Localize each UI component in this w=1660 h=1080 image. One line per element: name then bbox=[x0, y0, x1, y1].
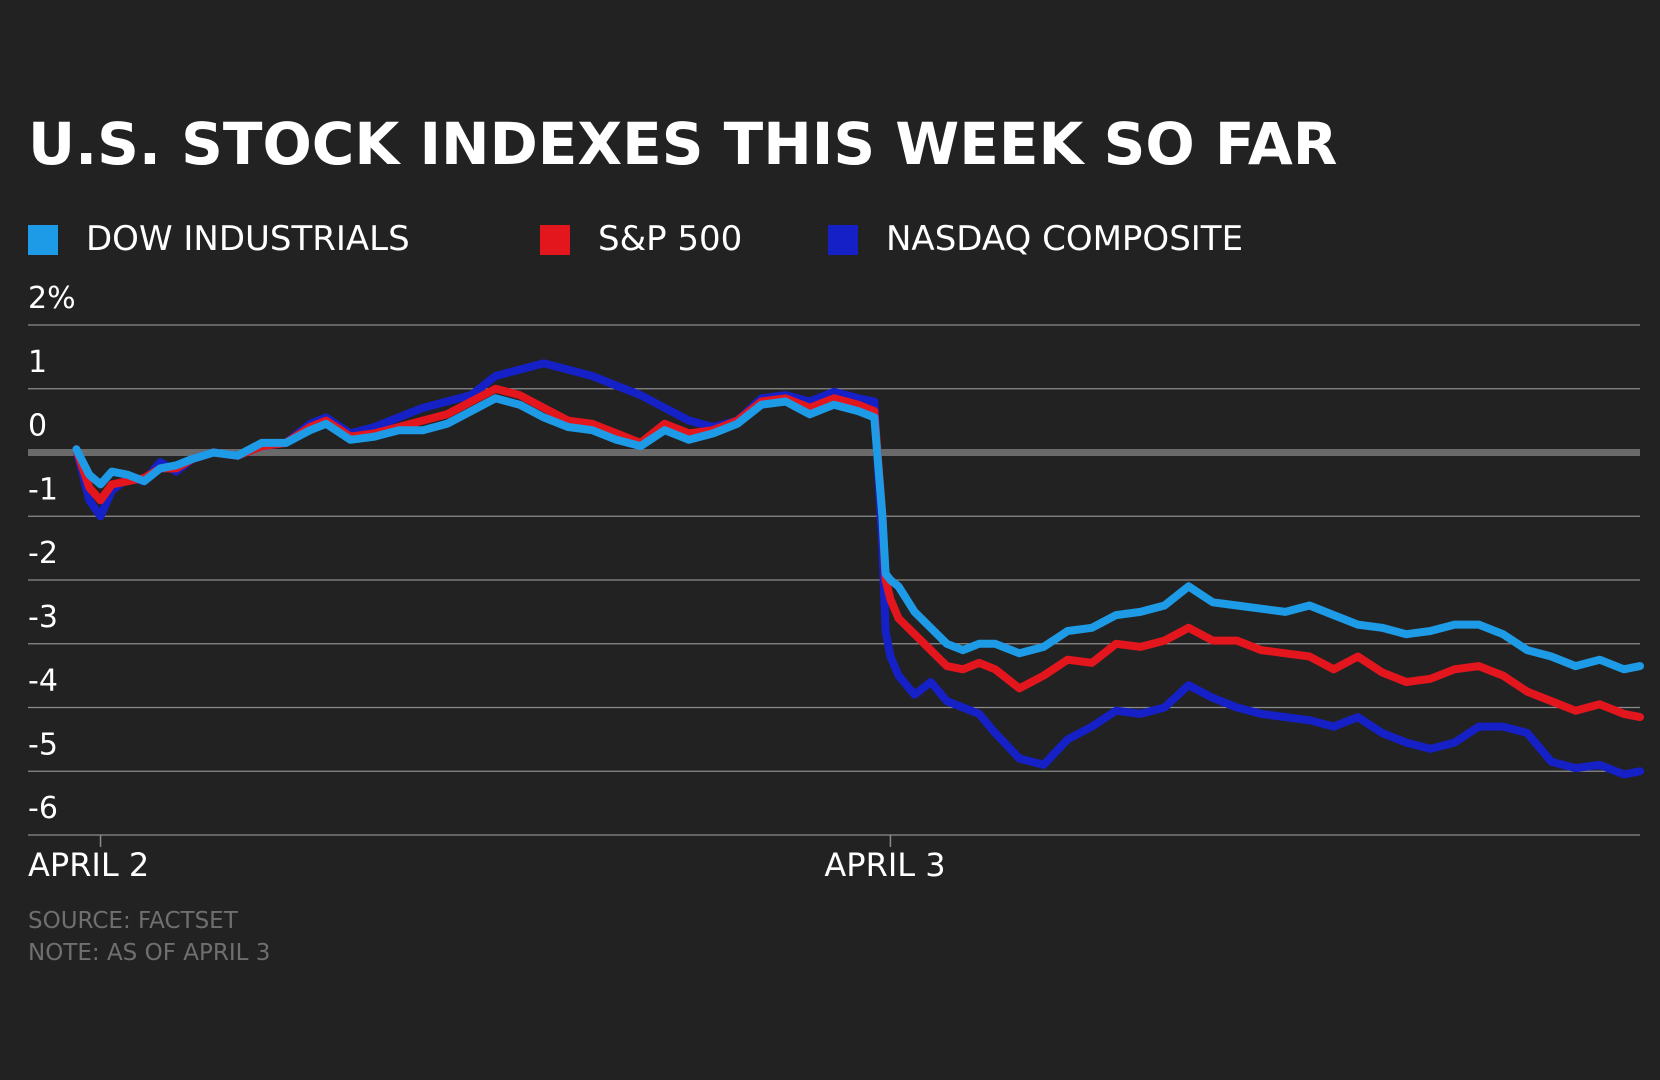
x-tick-label-1: APRIL 3 bbox=[824, 846, 945, 884]
y-tick-label-4: -2 bbox=[28, 536, 58, 571]
y-tick-label-3: -1 bbox=[28, 472, 58, 507]
x-tick-label-0: APRIL 2 bbox=[28, 846, 149, 884]
legend-swatch-0 bbox=[28, 225, 58, 255]
y-tick-label-7: -5 bbox=[28, 727, 58, 762]
y-tick-label-0: 2% bbox=[28, 281, 76, 316]
y-tick-label-1: 1 bbox=[28, 345, 47, 380]
y-axis-ticks: 2% 1 0 -1 -2 -3 -4 -5 -6 bbox=[28, 281, 76, 826]
y-tick-label-5: -3 bbox=[28, 600, 58, 635]
legend-label-1: S&P 500 bbox=[598, 219, 742, 259]
legend-swatch-1 bbox=[540, 225, 570, 255]
legend-label-2: NASDAQ COMPOSITE bbox=[886, 219, 1243, 259]
legend: DOW INDUSTRIALS S&P 500 NASDAQ COMPOSITE bbox=[28, 219, 1243, 259]
chart-title: U.S. STOCK INDEXES THIS WEEK SO FAR bbox=[28, 110, 1337, 178]
date-note: NOTE: AS OF APRIL 3 bbox=[28, 940, 270, 966]
source-note: SOURCE: FACTSET bbox=[28, 908, 239, 934]
x-axis: APRIL 2 APRIL 3 bbox=[28, 835, 946, 884]
series-line-0 bbox=[72, 394, 1644, 674]
series-group bbox=[72, 359, 1644, 779]
y-tick-label-2: 0 bbox=[28, 409, 47, 444]
y-tick-label-8: -6 bbox=[28, 791, 58, 826]
legend-label-0: DOW INDUSTRIALS bbox=[86, 219, 410, 259]
y-tick-label-6: -4 bbox=[28, 664, 58, 699]
legend-swatch-2 bbox=[828, 225, 858, 255]
